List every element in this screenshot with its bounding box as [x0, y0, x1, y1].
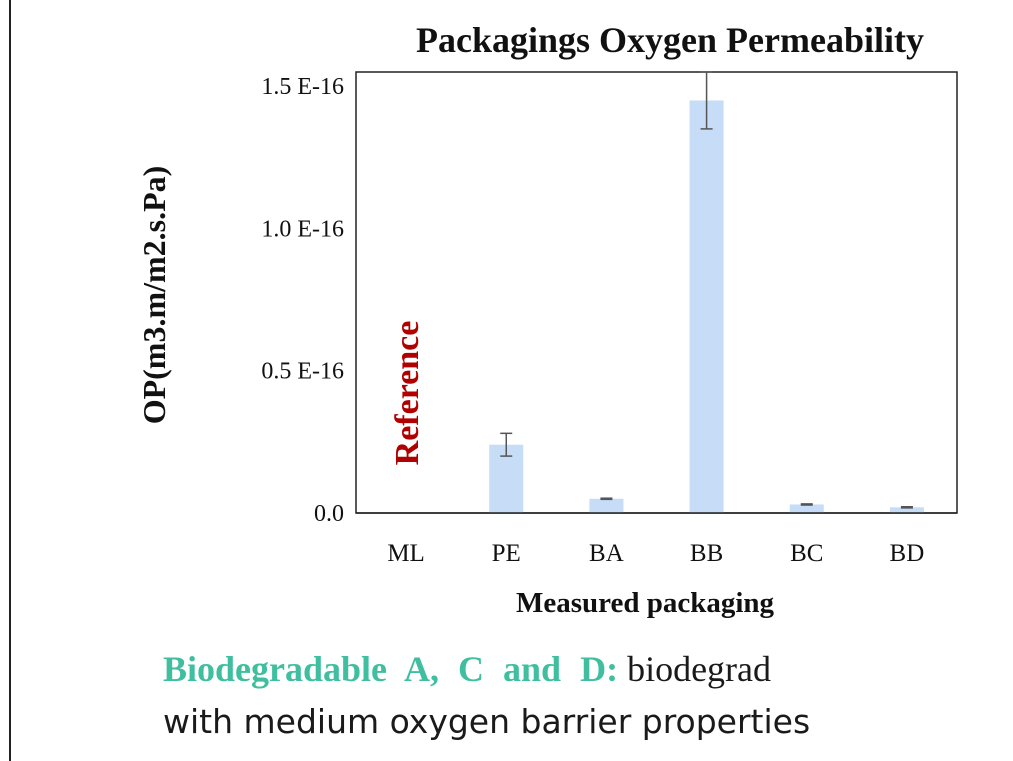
y-tick-label-2: 1.0 E-16 [261, 216, 344, 242]
y-axis-label: OP(m3.m/m2.s.Pa) [136, 166, 172, 425]
left-border-line [9, 0, 11, 761]
caption-line-2: with medium oxygen barrier properties [163, 702, 811, 741]
caption-highlight: Biodegradable A, C and D: [163, 649, 619, 689]
x-tick-label-bd: BD [890, 540, 925, 567]
caption-line-1: Biodegradable A, C and D: biodegrad [163, 648, 771, 690]
x-tick-label-bb: BB [690, 540, 723, 567]
y-tick-label-1: 0.5 E-16 [261, 359, 344, 385]
y-tick-label-0: 0.0 [314, 501, 344, 527]
reference-annotation: Reference [389, 321, 426, 466]
bar-chart: Packagings Oxygen Permeability OP(m3.m/m… [136, 20, 958, 619]
bar-bd [889, 507, 924, 513]
x-tick-label-ba: BA [589, 540, 624, 567]
chart-title: Packagings Oxygen Permeability [416, 20, 924, 60]
plot-area [355, 71, 958, 514]
bar-bc [789, 504, 824, 513]
x-tick-label-pe: PE [492, 540, 521, 567]
bar-bb [689, 100, 724, 514]
x-axis-label: Measured packaging [516, 587, 775, 619]
x-tick-label-ml: ML [387, 540, 425, 567]
x-tick-label-bc: BC [790, 540, 823, 567]
caption-rest: biodegrad [618, 649, 772, 689]
y-tick-label-3: 1.5 E-16 [261, 74, 344, 100]
bar-ba [589, 498, 624, 513]
